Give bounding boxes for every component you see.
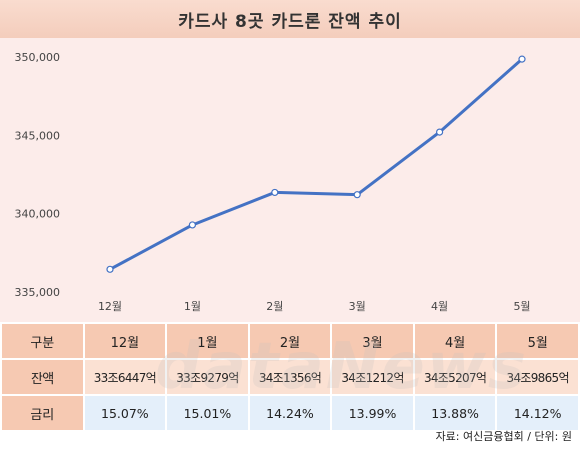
series-line [109, 57, 523, 271]
rate-cell: 13.99% [330, 394, 415, 432]
balance-cell: 34조9865억 [495, 358, 580, 396]
data-point [271, 188, 279, 197]
x-tick-label: 1월 [184, 300, 201, 313]
balance-cell: 34조5207억 [412, 358, 498, 396]
data-point [518, 55, 526, 63]
rate-cell: 13.88% [412, 394, 498, 432]
header-cell: 3월 [330, 322, 415, 360]
header-cell: 구분 [0, 322, 85, 360]
line-chart: 335,000 340,000 345,000 350,000 12월 1월 2월 3월 4월 5… [15, 51, 531, 313]
rate-cell: 15.07% [82, 394, 168, 432]
chart-title: 카드사 8곳 카드론 잔액 추이 [178, 11, 402, 32]
rate-cell: 14.12% [495, 394, 580, 432]
y-tick-label: 335,000 [15, 286, 61, 299]
rate-cell: 15.01% [165, 394, 250, 432]
rate-row: 금리 15.07% 15.01% 14.24% 13.99% 13.88% 14… [0, 394, 580, 432]
y-tick-label: 350,000 [15, 51, 61, 64]
x-tick-label: 5월 [513, 300, 530, 313]
x-tick-label: 3월 [349, 300, 366, 313]
plot-area [0, 38, 580, 322]
balance-cell: 34조1212억 [330, 358, 415, 396]
balance-row: 잔액 33조6447억 33조9279억 34조1356억 34조1212억 3… [0, 358, 580, 396]
x-tick-label: 2월 [266, 300, 283, 313]
header-cell: 1월 [165, 322, 250, 360]
chart-title-bar: 카드사 8곳 카드론 잔액 추이 [0, 0, 580, 39]
x-tick-label: 12월 [98, 300, 122, 313]
x-tick-label: 4월 [431, 300, 448, 313]
header-cell: 2월 [247, 322, 333, 360]
y-tick-label: 345,000 [15, 129, 61, 142]
rate-cell: 14.24% [247, 394, 333, 432]
header-cell: 4월 [412, 322, 498, 360]
data-point [353, 191, 361, 199]
y-tick-label: 340,000 [15, 208, 61, 221]
table-header-row: 구분 12월 1월 2월 3월 4월 5월 [0, 322, 580, 360]
balance-cell: 33조9279억 [165, 358, 250, 396]
header-cell: 12월 [82, 322, 168, 360]
source-note: 자료: 여신금융협회 / 단위: 원 [435, 430, 572, 443]
balance-row-label: 잔액 [0, 358, 85, 396]
data-table: 구분 12월 1월 2월 3월 4월 5월 잔액 33조6447억 33조927… [0, 322, 580, 432]
header-cell: 5월 [495, 322, 580, 360]
balance-cell: 33조6447억 [82, 358, 168, 396]
data-point [436, 128, 444, 136]
data-point [188, 221, 196, 229]
data-point [106, 265, 114, 273]
rate-row-label: 금리 [0, 394, 85, 432]
balance-cell: 34조1356억 [247, 358, 333, 396]
